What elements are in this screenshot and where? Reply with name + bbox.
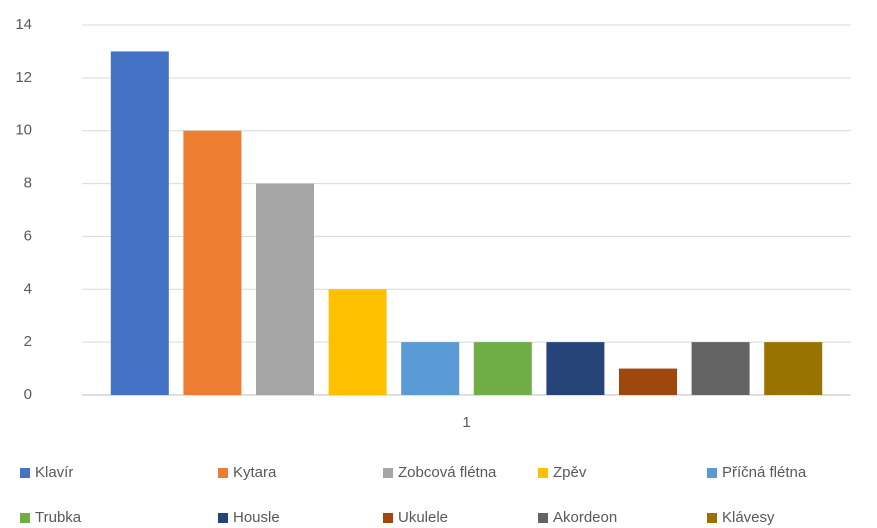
bar bbox=[546, 342, 605, 395]
legend-swatch bbox=[218, 513, 228, 523]
bar bbox=[619, 368, 677, 395]
legend-label: Klávesy bbox=[722, 509, 775, 526]
legend-swatch bbox=[707, 468, 717, 478]
y-tick-label: 4 bbox=[24, 280, 32, 297]
legend-label: Housle bbox=[233, 509, 280, 526]
bar bbox=[691, 342, 750, 395]
bar bbox=[110, 51, 169, 396]
bar bbox=[764, 342, 823, 395]
legend-label: Trubka bbox=[35, 509, 82, 526]
legend-swatch bbox=[538, 513, 548, 523]
legend-label: Příčná flétna bbox=[722, 464, 807, 481]
y-tick-label: 8 bbox=[24, 175, 32, 192]
y-tick-label: 12 bbox=[15, 69, 32, 86]
bar bbox=[183, 130, 242, 395]
legend-swatch bbox=[20, 468, 30, 478]
bar bbox=[328, 289, 387, 395]
x-tick-label: 1 bbox=[462, 414, 470, 431]
y-tick-label: 6 bbox=[24, 227, 32, 244]
bar bbox=[473, 342, 532, 395]
y-tick-label: 0 bbox=[24, 386, 32, 403]
legend-label: Zobcová flétna bbox=[398, 464, 497, 481]
legend-label: Akordeon bbox=[553, 509, 617, 526]
y-tick-label: 14 bbox=[15, 16, 32, 33]
legend-swatch bbox=[707, 513, 717, 523]
bar bbox=[401, 342, 460, 395]
legend-swatch bbox=[218, 468, 228, 478]
legend-label: Zpěv bbox=[553, 464, 587, 481]
y-tick-label: 2 bbox=[24, 333, 32, 350]
bar bbox=[256, 183, 314, 395]
legend-swatch bbox=[383, 468, 393, 478]
legend-label: Klavír bbox=[35, 464, 73, 481]
legend-label: Kytara bbox=[233, 464, 277, 481]
y-tick-label: 10 bbox=[15, 122, 32, 139]
legend-swatch bbox=[20, 513, 30, 523]
legend-label: Ukulele bbox=[398, 509, 448, 526]
legend-swatch bbox=[538, 468, 548, 478]
legend-swatch bbox=[383, 513, 393, 523]
